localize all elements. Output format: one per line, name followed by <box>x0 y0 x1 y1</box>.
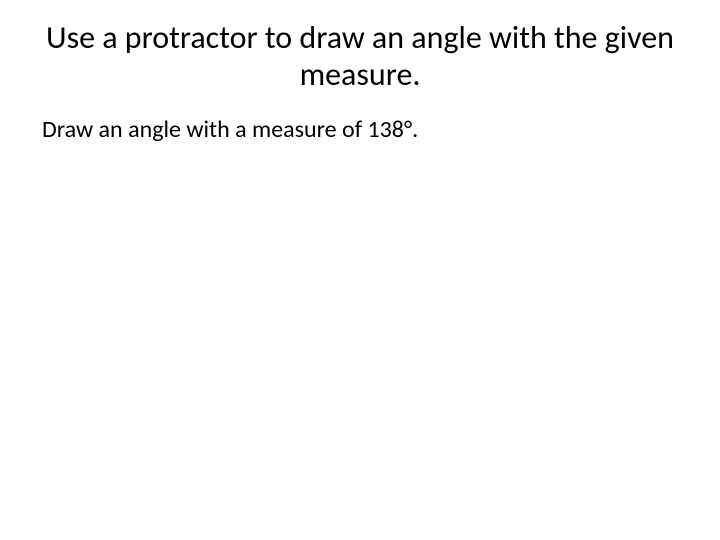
slide-title: Use a protractor to draw an angle with t… <box>38 20 682 94</box>
slide-body-text: Draw an angle with a measure of 138°. <box>38 116 682 145</box>
slide: Use a protractor to draw an angle with t… <box>0 0 720 540</box>
